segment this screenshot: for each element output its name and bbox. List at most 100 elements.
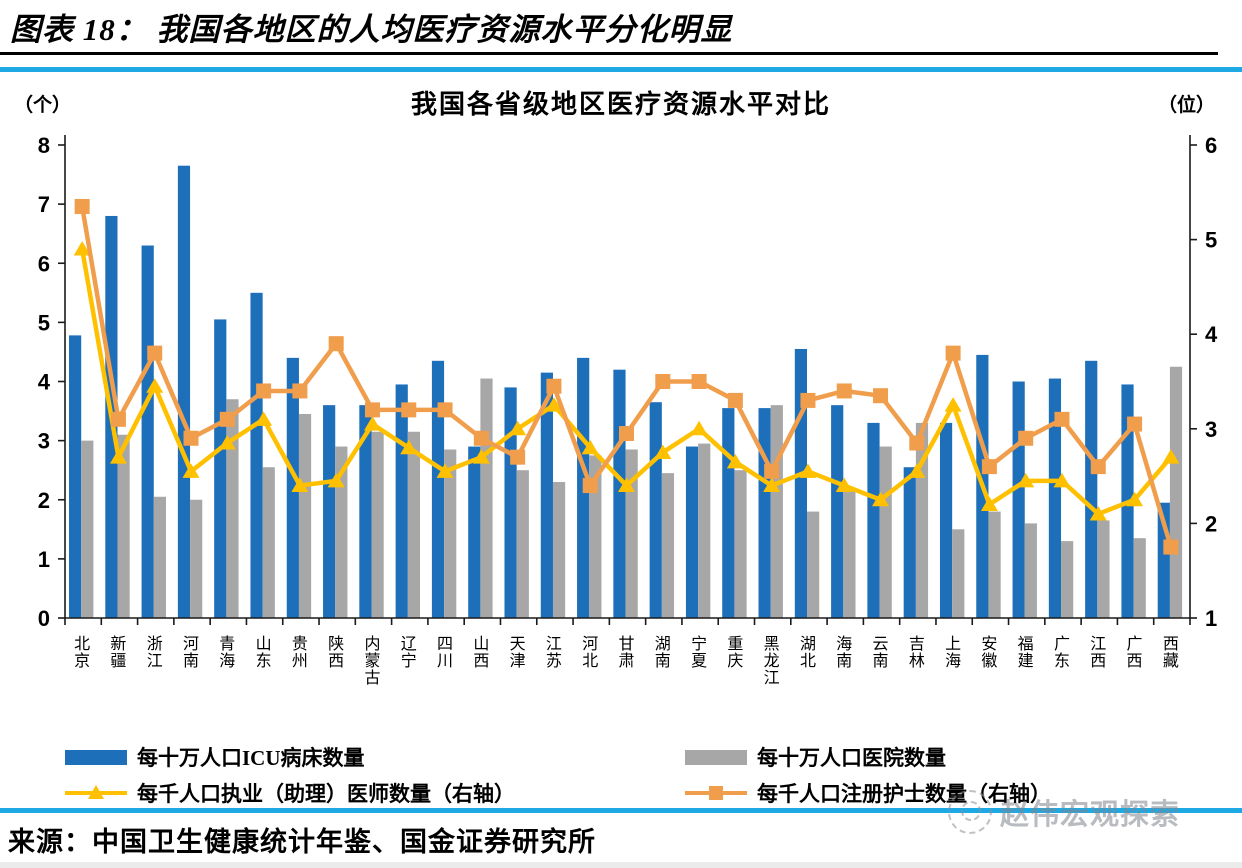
bar-hospitals	[988, 511, 1001, 618]
square-marker-icon	[709, 786, 723, 800]
bar-icu-beds	[359, 405, 372, 618]
legend-label: 每十万人口医院数量	[757, 746, 946, 770]
x-axis-label: 上海	[945, 635, 961, 670]
left-axis-tick-label: 7	[38, 192, 50, 217]
source-line: 来源：中国卫生健康统计年鉴、国金证券研究所	[8, 827, 596, 857]
x-axis-label: 甘肃	[618, 635, 634, 670]
doctors-point-marker	[509, 420, 527, 436]
bar-icu-beds	[286, 357, 299, 618]
doctors-point-marker	[73, 241, 91, 256]
right-axis-tick-label: 5	[1205, 228, 1217, 253]
bar-hospitals	[298, 414, 312, 618]
x-axis-label: 贵州	[292, 635, 308, 670]
nurses-point-marker	[691, 374, 707, 389]
x-axis-label: 山东	[256, 635, 272, 670]
right-axis-tick-label: 4	[1205, 322, 1218, 347]
x-axis-label: 福建	[1018, 635, 1034, 670]
nurses-point-marker	[510, 449, 526, 465]
nurses-point-marker	[582, 478, 598, 494]
x-axis-label: 河北	[582, 635, 598, 670]
nurses-point-marker	[619, 426, 634, 442]
bar-icu-beds	[395, 384, 408, 618]
nurses-point-marker	[1018, 430, 1034, 446]
bar-hospitals	[1024, 523, 1037, 618]
bar-icu-beds	[177, 165, 191, 618]
x-axis-label: 内蒙古	[364, 635, 380, 687]
nurses-line-swatch	[685, 784, 747, 802]
nurses-point-marker	[764, 463, 780, 479]
x-axis-label: 天津	[510, 636, 526, 670]
doctors-point-marker	[835, 477, 853, 493]
bar-hospitals	[516, 470, 529, 618]
left-axis-tick-label: 4	[38, 370, 51, 395]
x-axis-label: 四川	[437, 636, 453, 670]
bar-icu-beds	[722, 408, 735, 618]
x-axis-label: 湖北	[800, 635, 816, 670]
doctors-point-marker	[980, 496, 998, 511]
legend-label: 每千人口注册护士数量（右轴）	[757, 782, 1051, 806]
hospitals-swatch	[685, 749, 747, 765]
right-axis-tick-label: 3	[1205, 417, 1217, 442]
bar-icu-beds	[1048, 378, 1062, 618]
nurses-point-marker	[1163, 539, 1179, 555]
right-axis-tick-label: 6	[1205, 133, 1217, 158]
doctors-point-marker	[545, 397, 563, 412]
right-axis-tick-label: 2	[1205, 511, 1217, 536]
doctors-point-marker	[327, 472, 345, 488]
watermark: 赵伟宏观探索	[948, 790, 1180, 834]
bar-hospitals	[1133, 538, 1146, 618]
bar-icu-beds	[903, 467, 916, 618]
left-axis-unit: （个）	[14, 95, 72, 116]
left-axis-tick-label: 5	[38, 310, 50, 335]
bar-hospitals	[335, 446, 348, 618]
x-axis-label: 江苏	[546, 635, 562, 670]
x-axis-label: 云南	[873, 636, 889, 670]
right-axis-tick-label: 1	[1205, 606, 1217, 631]
bar-icu-beds	[540, 372, 553, 618]
bar-hospitals	[698, 443, 711, 618]
doctors-point-marker	[944, 397, 962, 412]
x-axis-label: 西藏	[1163, 636, 1179, 670]
doctors-point-marker	[1162, 449, 1180, 464]
bar-hospitals	[843, 487, 856, 618]
nurses-point-marker	[655, 374, 671, 389]
bar-hospitals	[480, 378, 493, 618]
bar-hospitals	[552, 482, 566, 618]
doctors-point-marker	[763, 477, 781, 493]
bar-hospitals	[190, 499, 203, 618]
doctors-point-marker	[363, 416, 381, 431]
nurses-point-marker	[873, 388, 889, 404]
bar-icu-beds	[649, 402, 662, 618]
bar-hospitals	[1097, 520, 1110, 618]
bar-hospitals	[661, 473, 675, 618]
bar-hospitals	[81, 440, 94, 618]
doctors-point-marker	[690, 420, 708, 436]
doctors-point-marker	[109, 449, 127, 464]
nurses-point-marker	[981, 459, 997, 475]
nurses-point-marker	[473, 430, 489, 446]
x-axis-label: 山西	[473, 635, 489, 670]
bar-hospitals	[1169, 366, 1183, 618]
x-axis-label: 陕西	[328, 635, 344, 670]
legend-item-icu-beds: 每十万人口ICU病床数量	[65, 746, 365, 770]
doctors-point-marker	[618, 477, 635, 493]
nurses-point-marker	[74, 198, 90, 214]
left-axis-tick-label: 8	[38, 133, 50, 158]
bar-icu-beds	[431, 360, 445, 618]
bottom-divider	[0, 808, 1242, 813]
x-axis-label: 江西	[1090, 635, 1106, 670]
doctors-line-swatch	[65, 784, 127, 802]
doctors-point-marker	[291, 477, 309, 493]
bar-hospitals	[952, 529, 965, 618]
doctors-point-marker	[581, 439, 599, 455]
doctors-point-marker	[400, 439, 418, 455]
bar-hospitals	[770, 405, 783, 618]
bar-icu-beds	[141, 245, 154, 618]
doctors-point-marker	[146, 378, 164, 393]
doctors-point-marker	[436, 463, 454, 478]
x-axis-label: 广东	[1054, 635, 1070, 670]
bar-icu-beds	[867, 422, 880, 618]
x-axis-label: 安徽	[981, 635, 997, 670]
nurses-point-marker	[546, 378, 562, 394]
